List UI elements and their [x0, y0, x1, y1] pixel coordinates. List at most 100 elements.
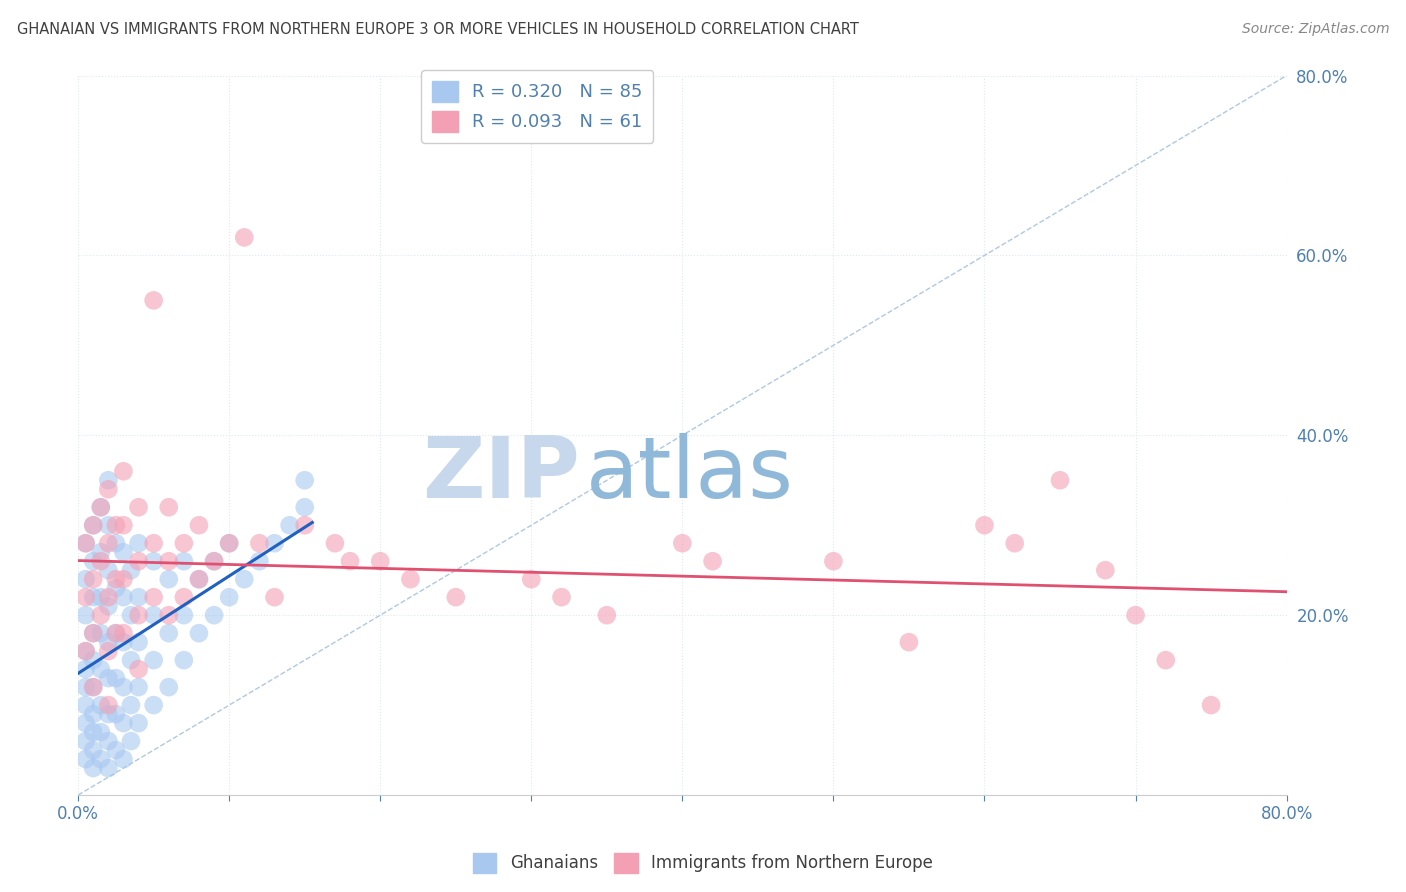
Point [104, 626, 127, 640]
Point [97, 473, 120, 487]
Point [157, 608, 180, 623]
Point [104, 572, 127, 586]
Point [104, 707, 127, 722]
Point [75, 644, 97, 658]
Point [82, 572, 104, 586]
Point [671, 536, 693, 550]
Point [97, 536, 120, 550]
Point [1125, 608, 1147, 623]
Point [702, 554, 724, 568]
Point [1199, 698, 1222, 712]
Point [75, 734, 97, 748]
Point [173, 536, 195, 550]
Point [173, 653, 195, 667]
Point [157, 626, 180, 640]
Point [128, 716, 150, 731]
Text: atlas: atlas [586, 434, 793, 516]
Point [128, 608, 150, 623]
Point [82, 653, 104, 667]
Point [97, 734, 120, 748]
Point [188, 518, 211, 533]
Point [173, 608, 195, 623]
Point [596, 608, 619, 623]
Point [75, 752, 97, 766]
Point [97, 635, 120, 649]
Point [173, 554, 195, 568]
Point [142, 590, 165, 604]
Point [90, 608, 112, 623]
Point [128, 590, 150, 604]
Legend: R = 0.320   N = 85, R = 0.093   N = 61: R = 0.320 N = 85, R = 0.093 N = 61 [422, 70, 654, 143]
Point [1049, 473, 1071, 487]
Point [294, 500, 316, 515]
Point [82, 743, 104, 757]
Point [82, 590, 104, 604]
Point [202, 554, 225, 568]
Point [128, 635, 150, 649]
Point [112, 635, 135, 649]
Point [120, 734, 142, 748]
Point [75, 536, 97, 550]
Point [188, 572, 211, 586]
Point [75, 680, 97, 694]
Point [75, 662, 97, 676]
Point [142, 608, 165, 623]
Point [82, 725, 104, 739]
Point [173, 590, 195, 604]
Point [82, 761, 104, 775]
Point [368, 554, 391, 568]
Point [188, 626, 211, 640]
Point [294, 518, 316, 533]
Point [75, 644, 97, 658]
Point [247, 554, 270, 568]
Point [188, 572, 211, 586]
Point [104, 671, 127, 685]
Point [82, 680, 104, 694]
Point [90, 752, 112, 766]
Point [128, 680, 150, 694]
Point [97, 563, 120, 577]
Point [90, 500, 112, 515]
Point [233, 572, 256, 586]
Point [1094, 563, 1116, 577]
Point [157, 572, 180, 586]
Point [112, 752, 135, 766]
Point [90, 590, 112, 604]
Point [90, 662, 112, 676]
Point [520, 572, 543, 586]
Point [90, 698, 112, 712]
Point [97, 671, 120, 685]
Point [75, 590, 97, 604]
Point [104, 536, 127, 550]
Point [120, 653, 142, 667]
Point [120, 563, 142, 577]
Point [263, 536, 285, 550]
Point [323, 536, 346, 550]
Point [339, 554, 361, 568]
Point [128, 662, 150, 676]
Point [75, 608, 97, 623]
Point [104, 626, 127, 640]
Text: Source: ZipAtlas.com: Source: ZipAtlas.com [1241, 22, 1389, 37]
Point [247, 536, 270, 550]
Point [142, 653, 165, 667]
Point [294, 473, 316, 487]
Point [1154, 653, 1177, 667]
Point [157, 554, 180, 568]
Point [82, 518, 104, 533]
Point [128, 554, 150, 568]
Point [97, 761, 120, 775]
Point [142, 554, 165, 568]
Point [90, 725, 112, 739]
Point [90, 545, 112, 559]
Point [399, 572, 422, 586]
Point [90, 500, 112, 515]
Point [75, 572, 97, 586]
Point [104, 743, 127, 757]
Point [112, 464, 135, 478]
Point [897, 635, 920, 649]
Point [202, 608, 225, 623]
Point [82, 518, 104, 533]
Point [823, 554, 845, 568]
Point [120, 608, 142, 623]
